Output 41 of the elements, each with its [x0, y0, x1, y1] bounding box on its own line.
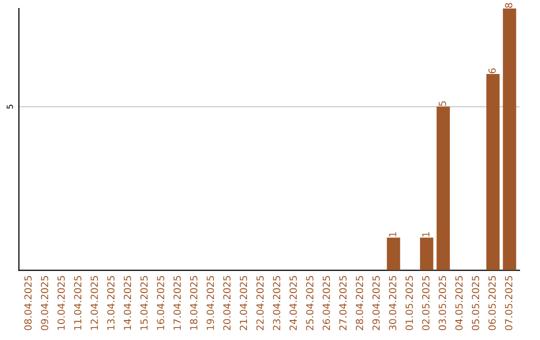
x-tick-label: 07.05.2025: [505, 276, 512, 330]
x-tick-label: 22.04.2025: [256, 276, 264, 330]
x-tick-label: 25.04.2025: [306, 276, 314, 330]
data-label: 1: [422, 232, 430, 237]
x-tick-label: 11.04.2025: [74, 276, 82, 330]
data-label: 6: [488, 68, 496, 74]
x-tick-label: 20.04.2025: [223, 276, 231, 330]
bar: [502, 8, 516, 270]
x-tick-label: 27.04.2025: [339, 276, 347, 330]
bar: [420, 238, 434, 270]
data-label: 5: [438, 101, 446, 106]
x-tick-label: 16.04.2025: [156, 276, 164, 330]
x-tick-label: 03.05.2025: [438, 276, 446, 330]
data-label: 1: [389, 232, 396, 237]
x-tick-label: 01.05.2025: [406, 276, 413, 330]
x-tick-label: 04.05.2025: [455, 276, 463, 330]
x-tick-label: 05.05.2025: [472, 276, 480, 330]
x-tick-label: 19.04.2025: [206, 276, 214, 330]
x-tick-label: 10.04.2025: [57, 276, 65, 330]
x-tick-label: 21.04.2025: [240, 276, 248, 330]
x-tick-label: 09.04.2025: [40, 276, 48, 330]
x-tick-label: 18.04.2025: [190, 276, 198, 330]
bar: [486, 74, 500, 270]
x-tick-label: 06.05.2025: [488, 276, 496, 330]
x-tick-label: 28.04.2025: [356, 276, 364, 330]
data-label: 8: [505, 2, 512, 8]
x-tick-label: 24.04.2025: [290, 276, 297, 330]
x-tick-label: 15.04.2025: [140, 276, 148, 330]
x-tick-label: 29.04.2025: [372, 276, 380, 330]
x-tick-label: 30.04.2025: [388, 276, 396, 330]
bar: [436, 106, 450, 270]
bar: [386, 238, 400, 270]
x-tick-label: 12.04.2025: [90, 276, 98, 330]
x-tick-label: 26.04.2025: [322, 276, 330, 330]
x-tick-label: 02.05.2025: [422, 276, 430, 330]
x-tick-label: 23.04.2025: [272, 276, 280, 330]
x-tick-label: 14.04.2025: [124, 276, 132, 330]
x-tick-label: 13.04.2025: [107, 276, 115, 330]
ref-line-label: 5: [6, 104, 13, 109]
x-tick-label: 08.04.2025: [24, 276, 32, 330]
x-tick-label: 17.04.2025: [173, 276, 181, 330]
